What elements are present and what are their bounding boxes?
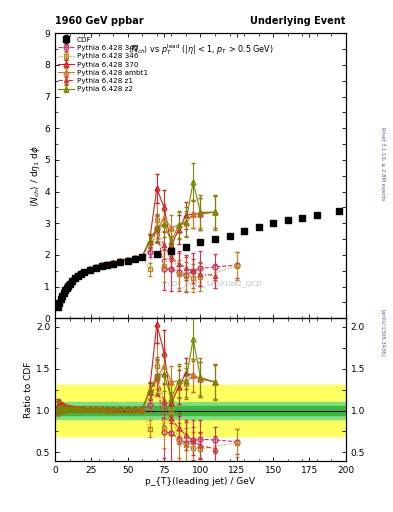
Text: Underlying Event: Underlying Event [250, 15, 346, 26]
Y-axis label: Ratio to CDF: Ratio to CDF [24, 361, 33, 418]
Y-axis label: $\langle N_{ch}\rangle$ / d$\eta_{1}$ d$\phi$: $\langle N_{ch}\rangle$ / d$\eta_{1}$ d$… [29, 145, 42, 207]
Legend: CDF, Pythia 6.428 345, Pythia 6.428 346, Pythia 6.428 370, Pythia 6.428 ambt1, P: CDF, Pythia 6.428 345, Pythia 6.428 346,… [57, 35, 149, 94]
Text: [arXiv:1306.3436]: [arXiv:1306.3436] [381, 309, 386, 357]
Text: CDF_2010_S8591881_QCD: CDF_2010_S8591881_QCD [168, 281, 262, 287]
Text: Rivet 3.1.10, ≥ 2.8M events: Rivet 3.1.10, ≥ 2.8M events [381, 127, 386, 201]
Text: $\langle N_{ch}\rangle$ vs $p_T^{\rm lead}$ ($|\eta|$ < 1, $p_T$ > 0.5 GeV): $\langle N_{ch}\rangle$ vs $p_T^{\rm lea… [128, 42, 273, 57]
Text: 1960 GeV ppbar: 1960 GeV ppbar [55, 15, 144, 26]
X-axis label: p_{T}(leading jet) / GeV: p_{T}(leading jet) / GeV [145, 477, 255, 486]
